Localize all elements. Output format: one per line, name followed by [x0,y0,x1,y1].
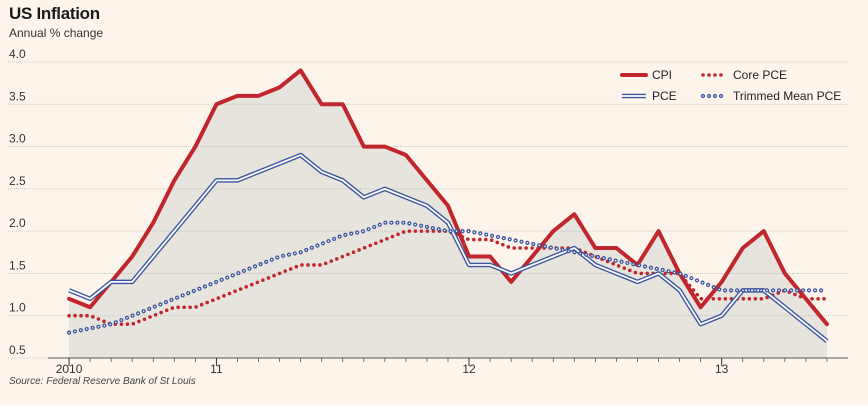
series-line-cpi [67,68,829,327]
chart-source: Source: Federal Reserve Bank of St Louis [9,376,196,387]
series-line-pce-inner [68,154,828,342]
legend-label-cpi: CPI [652,68,672,82]
y-tick-label: 0.5 [9,343,26,357]
y-tick-label: 1.0 [9,301,26,315]
series-line-core-pce [67,229,829,326]
y-tick-label: 3.5 [9,89,26,103]
legend-label-trimmed-mean-pce: Trimmed Mean PCE [733,89,841,103]
chart-title: US Inflation [9,4,100,23]
legend-label-core-pce: Core PCE [733,68,787,82]
y-tick-label: 4.0 [9,47,26,61]
y-tick-label: 2.5 [9,174,26,188]
y-tick-label: 2.0 [9,216,26,230]
cpi-area-fill [69,70,827,358]
y-tick-label: 1.5 [9,258,26,272]
x-tick-label: 12 [462,362,476,376]
legend-label-pce: PCE [652,89,677,103]
x-tick-label: 2010 [56,362,83,376]
y-tick-label: 3.0 [9,132,26,146]
x-tick-label: 13 [715,362,729,376]
x-tick-label: 11 [210,362,223,376]
chart-subtitle: Annual % change [9,26,104,40]
series-line-trimmed-mean-pce [66,220,830,335]
